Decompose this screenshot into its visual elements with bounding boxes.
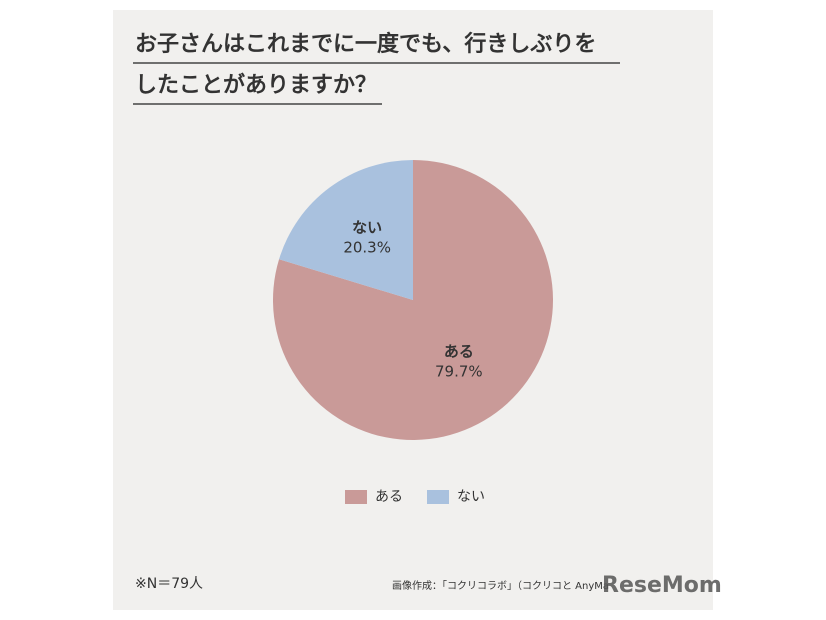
chart-title: お子さんはこれまでに一度でも、行きしぶりを [135, 31, 596, 57]
source: 画像作成：「コクリコラボ」（コクリコと AnyMa [392, 580, 609, 592]
slice-label: ある [444, 342, 474, 360]
legend-label: ある [375, 489, 403, 505]
pie-slice [279, 160, 413, 300]
legend-label: ない [457, 489, 485, 505]
legend-swatch [345, 490, 367, 504]
legend-swatch [427, 490, 449, 504]
slice-label: ない [352, 219, 382, 237]
slice-value: 79.7% [435, 362, 483, 380]
chart-title: したことがありますか？ [135, 72, 377, 98]
slice-value: 20.3% [343, 239, 391, 257]
watermark: ReseMom [602, 573, 722, 598]
note: ※N＝79人 [135, 576, 203, 592]
